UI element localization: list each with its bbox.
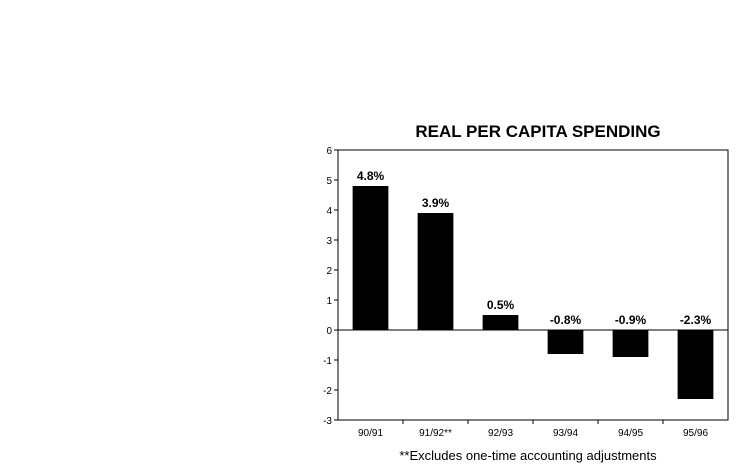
bar — [482, 315, 519, 330]
bar — [677, 330, 714, 399]
y-tick-label: 5 — [326, 176, 332, 187]
y-tick-label: 1 — [326, 296, 332, 307]
x-tick-label: 91/92** — [419, 428, 452, 439]
x-axis: 90/91 91/92** 92/93 93/94 94/95 95/96 — [358, 420, 708, 439]
data-labels: 4.8% 3.9% 0.5% -0.8% -0.9% -2.3% — [357, 169, 712, 327]
data-label: -2.3% — [680, 313, 712, 327]
plot-frame — [337, 149, 729, 421]
data-label: 3.9% — [422, 196, 450, 210]
y-tick-label: 6 — [326, 146, 332, 157]
y-tick-label: 0 — [326, 326, 332, 337]
y-tick-label: 3 — [326, 236, 332, 247]
x-tick-label: 92/93 — [488, 428, 513, 439]
data-label: -0.9% — [615, 313, 647, 327]
y-axis: -3 -2 -1 0 1 2 3 4 5 6 — [323, 146, 338, 427]
bar — [417, 213, 454, 330]
data-label: 0.5% — [487, 298, 515, 312]
y-tick-label: -1 — [323, 356, 332, 367]
bar — [352, 186, 389, 330]
y-tick-label: 4 — [326, 206, 332, 217]
x-tick-label: 94/95 — [618, 428, 643, 439]
y-tick-label: -3 — [323, 416, 332, 427]
y-tick-label: 2 — [326, 266, 332, 277]
chart-title: REAL PER CAPITA SPENDING — [415, 122, 660, 141]
bar — [547, 330, 584, 354]
data-label: -0.8% — [550, 313, 582, 327]
data-label: 4.8% — [357, 169, 385, 183]
x-tick-label: 93/94 — [553, 428, 578, 439]
x-tick-label: 95/96 — [683, 428, 708, 439]
x-tick-label: 90/91 — [358, 428, 383, 439]
bars — [352, 186, 714, 399]
footnote: **Excludes one-time accounting adjustmen… — [399, 448, 657, 463]
y-tick-label: -2 — [323, 386, 332, 397]
bar — [612, 330, 649, 357]
